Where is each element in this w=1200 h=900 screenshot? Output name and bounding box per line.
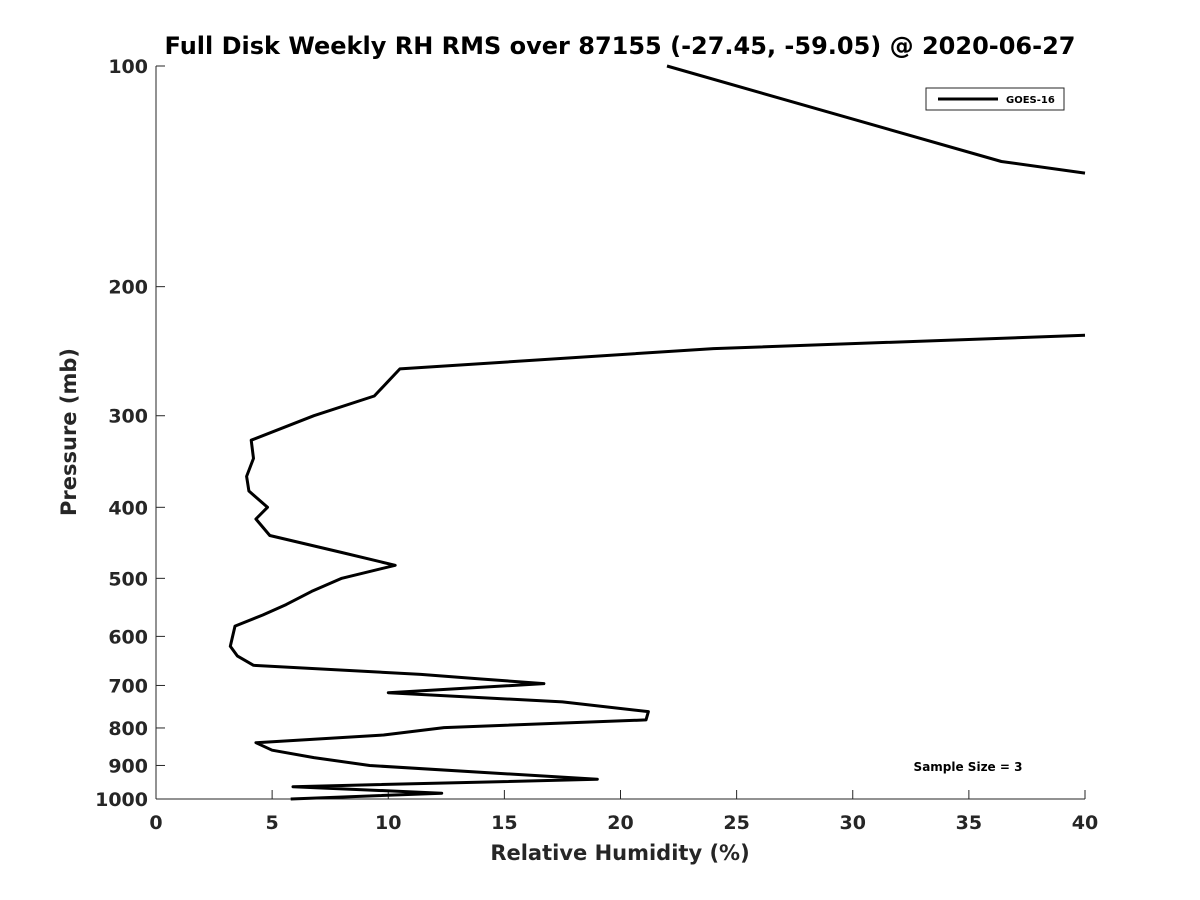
legend-entry: GOES-16 — [1006, 95, 1055, 106]
series-group — [228, 64, 1086, 801]
y-tick-label: 700 — [108, 675, 148, 697]
legend: GOES-16 — [925, 87, 1065, 111]
y-ticks: 100 200 300 400 500 600 700 800 900 1000 — [95, 56, 165, 811]
x-tick-label: 15 — [491, 812, 517, 834]
y-tick-label: 800 — [108, 718, 148, 740]
series-line-goes-16 — [228, 333, 1086, 801]
series-line-goes-16 — [666, 64, 1086, 175]
axes — [155, 66, 1085, 800]
y-tick-label: 300 — [108, 406, 148, 428]
x-tick-label: 25 — [723, 812, 749, 834]
y-tick-label: 600 — [108, 626, 148, 648]
x-tick-label: 40 — [1072, 812, 1098, 834]
y-axis-label: Pressure (mb) — [57, 348, 81, 516]
x-tick-label: 5 — [266, 812, 279, 834]
x-tick-label: 20 — [607, 812, 633, 834]
x-tick-label: 0 — [149, 812, 162, 834]
x-ticks: 0 5 10 15 20 25 30 35 40 — [149, 790, 1098, 834]
y-tick-label: 100 — [108, 56, 148, 78]
x-tick-label: 35 — [956, 812, 982, 834]
y-tick-label: 1000 — [95, 789, 148, 811]
chart-title: Full Disk Weekly RH RMS over 87155 (-27.… — [165, 32, 1076, 60]
y-tick-label: 200 — [108, 277, 148, 299]
y-tick-label: 400 — [108, 497, 148, 519]
y-tick-label: 500 — [108, 568, 148, 590]
x-tick-label: 30 — [840, 812, 866, 834]
y-tick-label: 900 — [108, 755, 148, 777]
sample-size-annotation: Sample Size = 3 — [914, 760, 1023, 774]
x-axis-label: Relative Humidity (%) — [490, 841, 749, 865]
x-tick-label: 10 — [375, 812, 401, 834]
